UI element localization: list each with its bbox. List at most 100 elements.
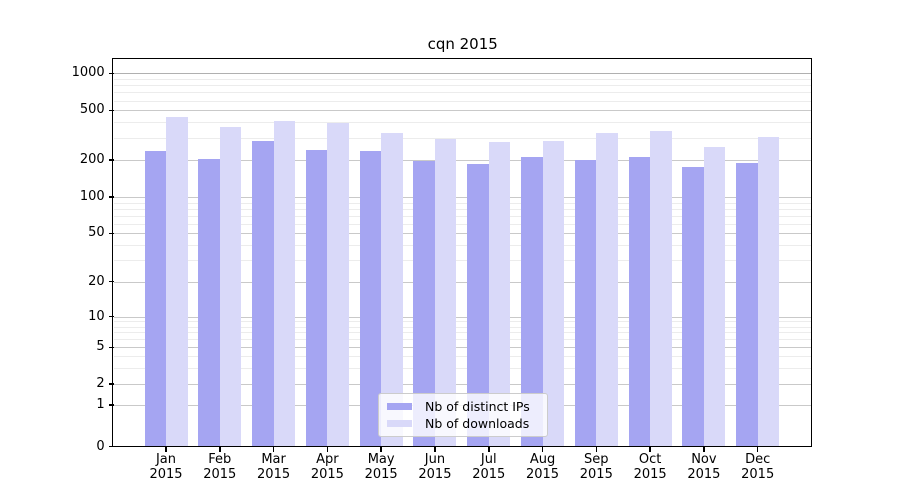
legend-label-distinct-ips: Nb of distinct IPs [425, 399, 530, 414]
y-gridline [113, 281, 812, 283]
bar-downloads [488, 142, 511, 447]
y-tick-mark [108, 196, 114, 198]
legend-label-downloads: Nb of downloads [425, 416, 530, 431]
legend-swatch-downloads [387, 420, 412, 427]
x-tick-label: Aug 2015 [511, 452, 575, 482]
x-tick-month: Sep [584, 452, 609, 468]
y-gridline [113, 197, 812, 198]
x-tick-year: 2015 [149, 467, 183, 483]
y-tick-mark [108, 280, 114, 283]
bar-distinct-ips [574, 160, 597, 447]
x-tick-year: 2015 [257, 467, 291, 483]
x-tick-mark [649, 446, 651, 452]
bar-downloads [327, 123, 349, 447]
y-gridline-minor [113, 260, 812, 262]
x-tick-month: Nov [691, 452, 717, 468]
x-tick-year: 2015 [579, 467, 613, 483]
y-tick-label: 20 [88, 273, 105, 289]
x-tick-month: Dec [745, 452, 771, 468]
bar-distinct-ips [198, 159, 220, 447]
y-gridline-minor [113, 367, 812, 369]
y-gridline [113, 233, 812, 235]
x-tick-month: Apr [316, 452, 339, 468]
y-tick-mark [108, 109, 114, 112]
bar-distinct-ips [736, 162, 758, 447]
x-tick-month: May [367, 452, 395, 468]
y-tick-mark [108, 346, 114, 349]
y-gridline-minor [113, 356, 812, 358]
bar-distinct-ips [305, 149, 328, 447]
x-tick-mark [703, 446, 705, 452]
x-tick-year: 2015 [687, 467, 721, 483]
x-tick-mark [165, 446, 167, 452]
y-gridline [113, 347, 812, 349]
y-tick-label: 10 [88, 308, 105, 324]
bar-downloads [703, 147, 726, 447]
y-gridline [113, 160, 812, 161]
bar-distinct-ips [144, 151, 166, 447]
bar-downloads [166, 117, 188, 447]
y-gridline [113, 110, 812, 112]
y-tick-label: 5 [96, 339, 105, 355]
x-tick-label: Jan 2015 [134, 452, 198, 482]
bar-downloads [434, 138, 457, 447]
bar-distinct-ips [252, 140, 274, 447]
bar-downloads [650, 130, 672, 447]
x-tick-month: Aug [529, 452, 556, 468]
x-tick-year: 2015 [472, 467, 506, 483]
y-tick-mark [108, 445, 114, 448]
x-tick-mark [756, 446, 759, 452]
bar-downloads [596, 133, 618, 447]
x-tick-label: Jul 2015 [457, 452, 521, 482]
x-tick-month: Feb [208, 452, 232, 468]
x-tick-label: Jun 2015 [403, 452, 467, 482]
x-tick-label: Nov 2015 [672, 452, 736, 482]
bar-downloads [381, 133, 403, 447]
x-tick-year: 2015 [364, 467, 398, 483]
y-gridline-minor [113, 122, 812, 124]
x-tick-mark [595, 446, 598, 452]
bar-distinct-ips [467, 164, 489, 447]
x-tick-month: Mar [261, 452, 286, 468]
bar-distinct-ips [628, 156, 651, 447]
y-gridline-minor [113, 85, 812, 87]
y-tick-label: 1 [96, 397, 105, 412]
x-tick-label: Mar 2015 [242, 452, 306, 482]
x-tick-label: Feb 2015 [188, 452, 252, 482]
x-tick-label: Oct 2015 [618, 452, 682, 482]
bar-downloads [542, 141, 565, 447]
y-tick-label: 2 [96, 376, 105, 391]
y-gridline-minor [113, 326, 812, 328]
y-gridline-minor [113, 202, 812, 204]
x-tick-month: Jan [155, 452, 177, 468]
y-tick-label: 0 [96, 438, 105, 454]
y-tick-mark [108, 315, 114, 318]
y-gridline [113, 73, 812, 75]
x-tick-mark [434, 446, 436, 452]
y-gridline-minor [113, 245, 812, 247]
y-tick-label: 1000 [71, 65, 105, 81]
y-gridline-minor [113, 92, 812, 94]
y-gridline-minor [113, 223, 812, 225]
x-tick-label: Sep 2015 [564, 452, 628, 482]
x-tick-mark [541, 446, 544, 452]
x-tick-month: Jul [480, 452, 497, 468]
x-tick-mark [218, 446, 221, 452]
y-gridline [113, 316, 812, 318]
x-tick-mark [272, 446, 275, 452]
bar-distinct-ips [413, 161, 435, 447]
bar-distinct-ips [521, 157, 543, 447]
y-gridline-minor [113, 100, 812, 102]
bar-downloads [757, 136, 780, 447]
x-tick-label: Apr 2015 [295, 452, 359, 482]
y-gridline-minor [113, 321, 812, 323]
y-gridline-minor [113, 208, 812, 210]
legend: Nb of distinct IPs Nb of downloads [378, 393, 548, 437]
y-tick-label: 500 [79, 102, 105, 118]
y-tick-label: 100 [79, 189, 105, 204]
x-tick-year: 2015 [741, 467, 775, 483]
x-tick-year: 2015 [633, 467, 667, 483]
chart-title: cqn 2015 [427, 35, 498, 53]
y-gridline [113, 384, 812, 385]
